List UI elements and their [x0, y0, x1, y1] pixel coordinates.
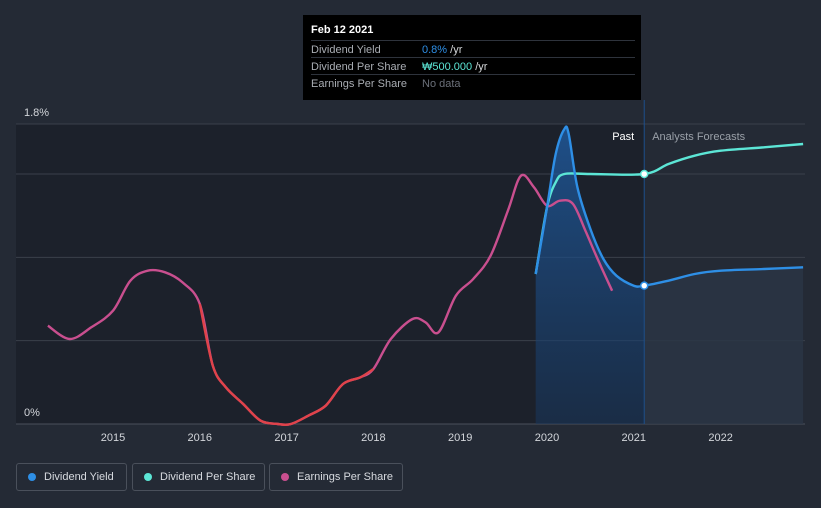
dividend-yield-forecast-area — [644, 267, 804, 424]
legend-label: Earnings Per Share — [297, 471, 393, 483]
tooltip-label: Dividend Yield — [311, 44, 381, 56]
y-tick-label-bottom: 0% — [24, 407, 40, 419]
legend-dot-icon — [144, 473, 152, 481]
x-tick-label-2018: 2018 — [361, 432, 385, 444]
earnings-per-share-low-segment — [198, 303, 375, 426]
tooltip-value: ₩500.000 /yr — [422, 61, 487, 73]
legend-earnings-per-share[interactable]: Earnings Per Share — [269, 463, 403, 491]
tooltip-value-number: ₩500.000 — [422, 61, 473, 73]
tooltip-date: Feb 12 2021 — [311, 24, 374, 36]
dividend-per-share-marker — [639, 169, 649, 179]
x-tick-label-2020: 2020 — [535, 432, 559, 444]
legend-label: Dividend Per Share — [160, 471, 256, 483]
tooltip-value-suffix: /yr — [447, 44, 463, 56]
tooltip-value-number: 0.8% — [422, 44, 448, 56]
x-tick-label-2016: 2016 — [188, 432, 212, 444]
y-tick-label-top: 1.8% — [24, 107, 49, 119]
tooltip-row-earnings-per-share: Earnings Per Share No data — [311, 74, 635, 91]
tooltip-label: Earnings Per Share — [311, 78, 407, 90]
past-region-label: Past — [612, 131, 634, 143]
tooltip-row-dividend-per-share: Dividend Per Share ₩500.000 /yr — [311, 57, 635, 74]
legend-dividend-yield[interactable]: Dividend Yield — [16, 463, 127, 491]
legend-label: Dividend Yield — [44, 471, 114, 483]
tooltip-value: No data — [422, 78, 461, 90]
tooltip-panel: Feb 12 2021 Dividend Yield 0.8% /yr Divi… — [303, 15, 641, 100]
x-tick-label-2021: 2021 — [622, 432, 646, 444]
dividend-yield-marker — [639, 281, 649, 290]
legend-dot-icon — [28, 473, 36, 481]
dividend-yield-line — [534, 125, 804, 288]
x-tick-label-2022: 2022 — [708, 432, 732, 444]
tooltip-label: Dividend Per Share — [311, 61, 407, 73]
tooltip-value-number: No data — [422, 78, 461, 90]
tooltip-value: 0.8% /yr — [422, 44, 462, 56]
forecast-region-label: Analysts Forecasts — [652, 131, 745, 143]
tooltip-row-dividend-yield: Dividend Yield 0.8% /yr — [311, 40, 635, 57]
tooltip-value-suffix: /yr — [472, 61, 488, 73]
x-tick-label-2015: 2015 — [101, 432, 125, 444]
x-tick-label-2019: 2019 — [448, 432, 472, 444]
legend-dot-icon — [281, 473, 289, 481]
x-tick-label-2017: 2017 — [274, 432, 298, 444]
legend-dividend-per-share[interactable]: Dividend Per Share — [132, 463, 265, 491]
